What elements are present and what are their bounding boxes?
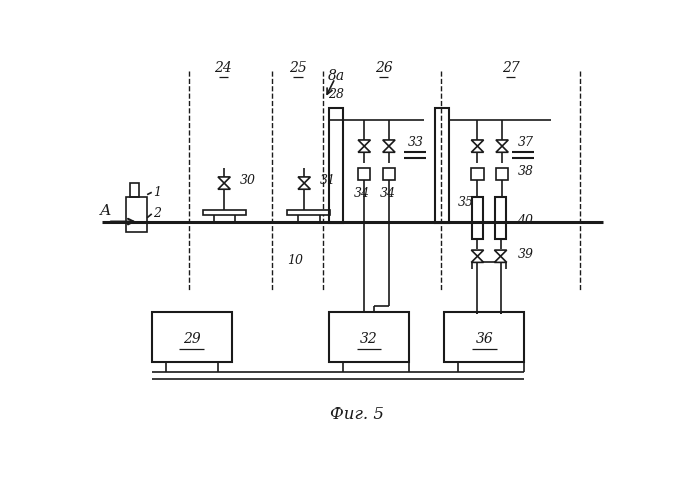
- Text: 8а: 8а: [328, 69, 345, 83]
- Bar: [495, 197, 506, 240]
- Bar: [130, 183, 140, 197]
- Polygon shape: [494, 250, 507, 256]
- Bar: [329, 108, 343, 223]
- Text: Фиг. 5: Фиг. 5: [329, 406, 384, 423]
- Polygon shape: [218, 177, 230, 183]
- Text: 31: 31: [320, 174, 336, 187]
- Text: 32: 32: [360, 332, 378, 346]
- Text: 34: 34: [379, 187, 395, 200]
- Bar: [383, 168, 395, 180]
- Text: 10: 10: [287, 254, 303, 267]
- Bar: [152, 312, 232, 362]
- Polygon shape: [383, 140, 395, 146]
- Text: 29: 29: [183, 332, 201, 346]
- Polygon shape: [471, 250, 484, 256]
- Text: 33: 33: [407, 136, 423, 149]
- Bar: [358, 168, 370, 180]
- Bar: [202, 210, 246, 216]
- Bar: [472, 197, 483, 240]
- Bar: [496, 168, 508, 180]
- Polygon shape: [496, 146, 508, 152]
- Text: 40: 40: [518, 214, 534, 227]
- Text: А: А: [100, 204, 111, 218]
- Bar: [329, 312, 409, 362]
- Polygon shape: [471, 256, 484, 262]
- Polygon shape: [383, 146, 395, 152]
- Text: 27: 27: [502, 61, 519, 75]
- Polygon shape: [218, 183, 230, 189]
- Bar: [287, 210, 330, 216]
- Text: 39: 39: [518, 248, 534, 261]
- Polygon shape: [471, 140, 484, 146]
- Text: 26: 26: [375, 61, 393, 75]
- Text: 1: 1: [154, 186, 161, 199]
- Text: 38: 38: [518, 165, 534, 178]
- Bar: [444, 312, 525, 362]
- Bar: [471, 168, 484, 180]
- Text: 34: 34: [354, 187, 370, 200]
- Polygon shape: [358, 146, 370, 152]
- Polygon shape: [496, 140, 508, 146]
- Polygon shape: [358, 140, 370, 146]
- Text: 35: 35: [458, 196, 474, 209]
- Text: 37: 37: [518, 136, 534, 149]
- Polygon shape: [298, 183, 311, 189]
- Polygon shape: [494, 256, 507, 262]
- Polygon shape: [471, 146, 484, 152]
- Polygon shape: [298, 177, 311, 183]
- Bar: [435, 108, 449, 223]
- Bar: [126, 197, 147, 232]
- Text: 24: 24: [215, 61, 232, 75]
- Text: 2: 2: [154, 208, 161, 221]
- Text: 36: 36: [475, 332, 493, 346]
- Text: 25: 25: [289, 61, 307, 75]
- Text: 30: 30: [240, 174, 256, 187]
- Text: 28: 28: [328, 88, 344, 101]
